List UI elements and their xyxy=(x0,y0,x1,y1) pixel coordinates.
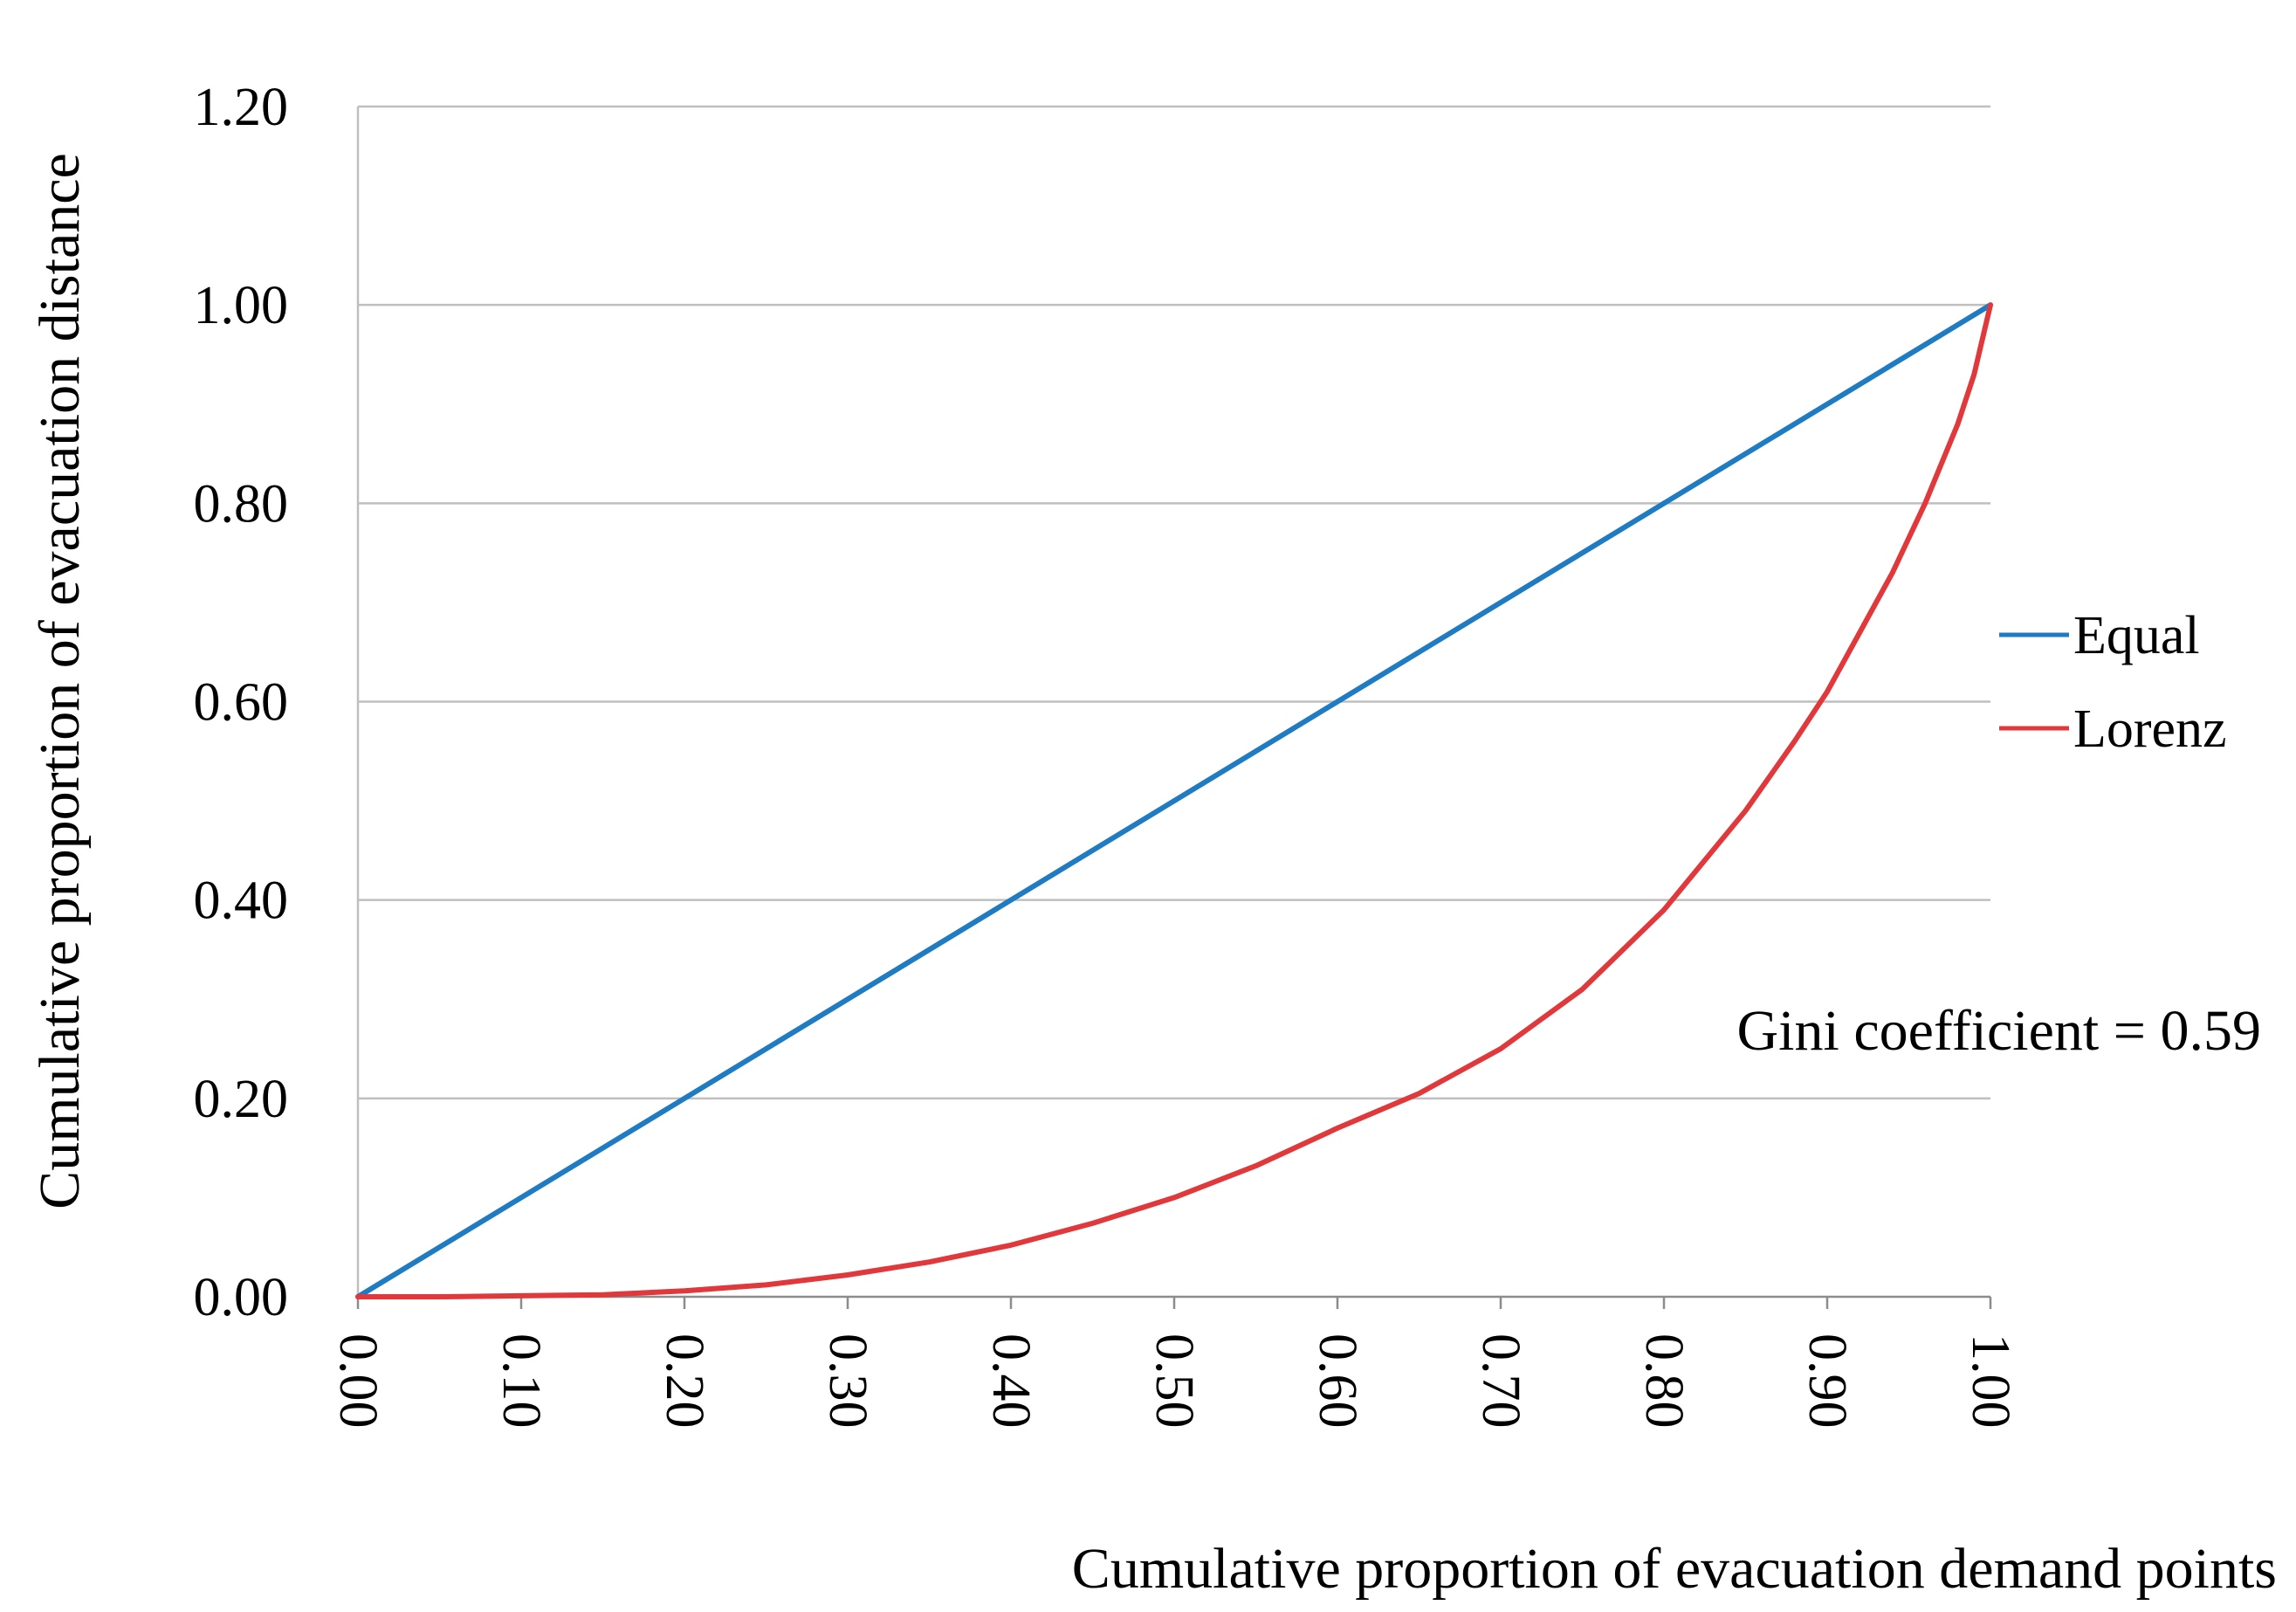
x-tick-label: 0.20 xyxy=(655,1333,714,1429)
axes xyxy=(356,107,1992,1309)
x-tick-label: 0.00 xyxy=(328,1333,388,1429)
series-lines xyxy=(355,302,1993,1299)
x-tick-label: 0.30 xyxy=(818,1333,877,1429)
y-tick-label: 0.00 xyxy=(194,1268,289,1327)
tick-labels: 0.00 0.20 0.40 0.60 0.80 1.00 1.20 0.00 0.10 0.20… xyxy=(194,78,2021,1429)
y-tick-label: 1.00 xyxy=(194,276,289,335)
grid-lines xyxy=(358,105,1990,1100)
legend: Equal Lorenz xyxy=(1999,606,2227,759)
series-line-equal xyxy=(355,302,1993,1299)
x-tick-label: 1.00 xyxy=(1961,1333,2020,1429)
y-tick-label: 0.60 xyxy=(194,673,289,733)
y-tick-label: 1.20 xyxy=(194,78,289,137)
legend-label-equal: Equal xyxy=(2073,606,2200,665)
x-tick-label: 0.10 xyxy=(492,1333,551,1429)
y-tick-label: 0.20 xyxy=(194,1070,289,1129)
y-axis-title: Cumulative proportion of evacuation dist… xyxy=(28,153,92,1209)
legend-label-lorenz: Lorenz xyxy=(2073,699,2227,759)
series-line-lorenz xyxy=(355,302,1993,1299)
gini-annotation: Gini coefficient = 0.59 xyxy=(1736,999,2261,1063)
x-tick-label: 0.70 xyxy=(1471,1333,1530,1429)
y-tick-label: 0.80 xyxy=(194,474,289,534)
x-axis-title: Cumulative proportion of evacuation dema… xyxy=(1072,1537,2277,1601)
y-tick-label: 0.40 xyxy=(194,871,289,931)
x-tick-label: 0.40 xyxy=(981,1333,1041,1429)
x-tick-label: 0.50 xyxy=(1145,1333,1204,1429)
x-tick-label: 0.90 xyxy=(1798,1333,1857,1429)
x-tick-label: 0.80 xyxy=(1634,1333,1694,1429)
x-tick-label: 0.60 xyxy=(1308,1333,1367,1429)
